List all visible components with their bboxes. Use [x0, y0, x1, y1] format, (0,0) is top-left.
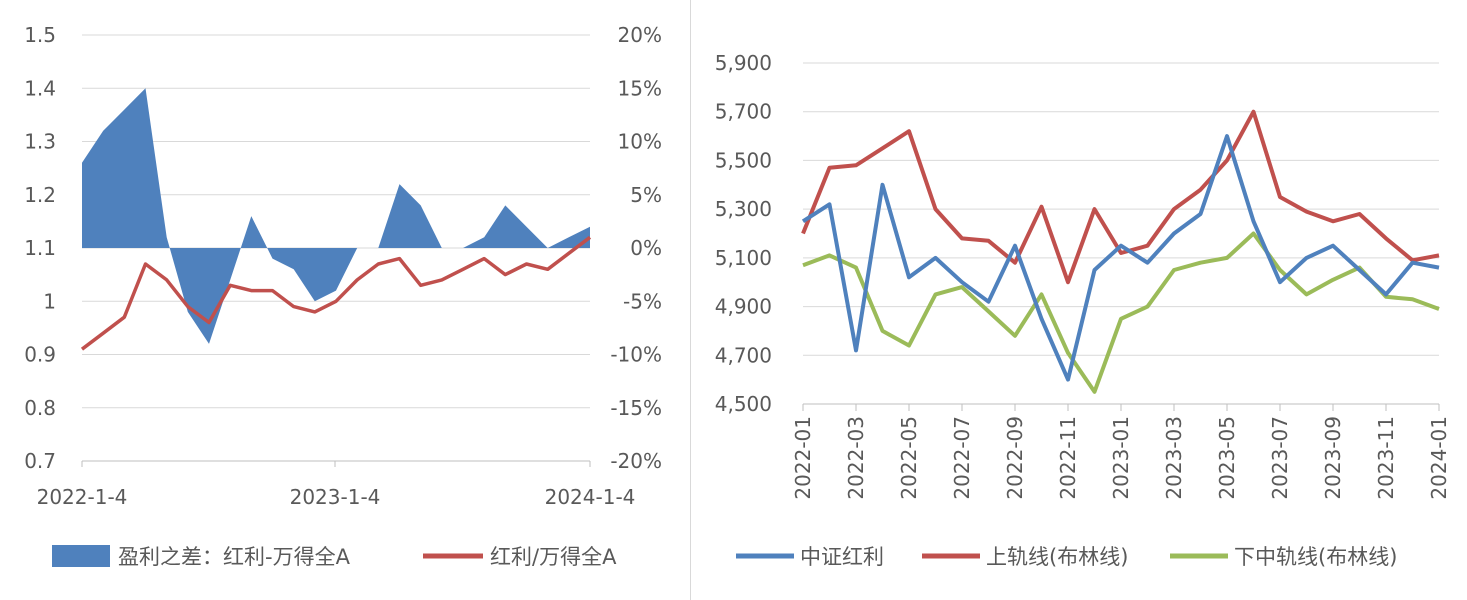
x-tick-label: 2023-03: [1162, 416, 1186, 500]
line-series-2: [802, 231, 1440, 394]
line-series-1: [801, 109, 1440, 285]
legend-label-area: 盈利之差：红利-万得全A: [118, 545, 351, 569]
y-left-tick-label: 1.3: [24, 130, 56, 154]
y-tick-label: 5,900: [715, 51, 772, 75]
y-left-tick-label: 1.1: [24, 236, 56, 260]
area-series-profit-diff: [82, 88, 590, 344]
y-tick-label: 5,300: [715, 197, 772, 221]
x-tick-label: 2024-01: [1427, 416, 1451, 500]
y-left-tick-label: 1.4: [24, 76, 56, 100]
y-right-tick-label: -5%: [623, 289, 662, 313]
y-left-tick-label: 1.5: [24, 23, 56, 47]
y-right-tick-label: 0%: [630, 236, 662, 260]
y-tick-label: 5,100: [715, 246, 772, 270]
x-tick-label: 2023-09: [1321, 416, 1345, 500]
x-tick-label: 2022-01: [791, 416, 815, 500]
right-chart-panel: 4,500 4,700 4,900 5,100 5,300 5,500 5,700 5,900…: [692, 0, 1467, 600]
line-series-ratio: [80, 235, 592, 351]
y-left-tick-label: 1.2: [24, 183, 56, 207]
y-right-tick-label: -15%: [610, 396, 662, 420]
y-right-tick-label: 20%: [618, 23, 662, 47]
y-right-tick-label: 10%: [618, 130, 662, 154]
y-tick-label: 5,700: [715, 100, 772, 124]
left-chart: 0.7 0.8 0.9 1 1.1 1.2 1.3 1.4 1.5 -20% -15% -10% -5%…: [24, 23, 662, 569]
legend-label: 下中轨线(布林线): [1234, 545, 1397, 569]
x-tick-label: 2022-1-4: [37, 485, 128, 509]
y-left-tick-label: 0.7: [24, 449, 56, 473]
y-right-tick-label: -10%: [610, 343, 662, 367]
legend-label: 中证红利: [800, 545, 884, 569]
legend-label: 上轨线(布林线): [986, 545, 1128, 569]
x-tick-label: 2024-1-4: [545, 485, 636, 509]
x-tick-label: 2022-03: [844, 416, 868, 500]
x-tick-label: 2023-01: [1109, 416, 1133, 500]
x-tick-label: 2022-05: [897, 416, 921, 500]
x-tick-label: 2022-11: [1056, 416, 1080, 500]
y-left-tick-label: 0.8: [24, 396, 56, 420]
x-tick-label: 2022-07: [950, 416, 974, 500]
y-tick-label: 5,500: [715, 148, 772, 172]
y-right-tick-label: 15%: [618, 76, 662, 100]
y-tick-label: 4,700: [715, 343, 772, 367]
x-tick-label: 2022-09: [1003, 416, 1027, 500]
x-tick-label: 2023-07: [1268, 416, 1292, 500]
legend-swatch-area: [52, 545, 110, 567]
x-tick-label: 2023-1-4: [290, 485, 381, 509]
line-series-0: [801, 134, 1440, 382]
y-right-tick-label: 5%: [630, 183, 662, 207]
y-tick-label: 4,500: [715, 392, 772, 416]
y-left-tick-label: 0.9: [24, 343, 56, 367]
y-tick-label: 4,900: [715, 295, 772, 319]
left-chart-panel: 0.7 0.8 0.9 1 1.1 1.2 1.3 1.4 1.5 -20% -15% -10% -5%…: [0, 0, 691, 600]
y-right-tick-label: -20%: [610, 449, 662, 473]
y-left-tick-label: 1: [43, 289, 56, 313]
x-tick-label: 2023-05: [1215, 416, 1239, 500]
legend-label-line: 红利/万得全A: [490, 545, 617, 569]
right-chart: 4,500 4,700 4,900 5,100 5,300 5,500 5,700 5,900…: [715, 51, 1451, 569]
x-tick-label: 2023-11: [1374, 416, 1398, 500]
